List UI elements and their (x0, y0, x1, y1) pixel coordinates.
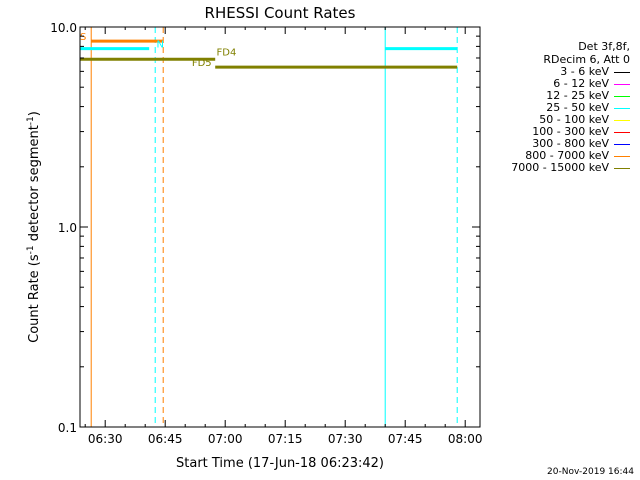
y-axis-label: Count Rate (s-1 detector segment-1) (26, 111, 42, 343)
x-tick-label: 06:45 (148, 432, 183, 446)
legend-entry: 300 - 800 keV (480, 138, 630, 150)
legend-entry: 50 - 100 keV (480, 114, 630, 126)
y-tick-label: 10.0 (50, 21, 77, 35)
legend-entry: 3 - 6 keV (480, 66, 630, 78)
x-tick-label: 06:30 (88, 432, 123, 446)
footer-date: 20-Nov-2019 16:44 (547, 467, 634, 477)
y-label-sup2: -1 (26, 116, 36, 125)
legend-swatch (614, 95, 630, 97)
legend-entry-label: 50 - 100 keV (539, 113, 609, 126)
legend-swatch (614, 107, 630, 109)
legend-list: 3 - 6 keV 6 - 12 keV 12 - 25 keV 25 - 50 ke… (480, 66, 630, 174)
chart-title: RHESSI Count Rates (205, 4, 356, 22)
legend: Det 3f,8f, RDecim 6, Att 0 3 - 6 keV 6 - 1… (480, 40, 630, 174)
legend-entry: 6 - 12 keV (480, 78, 630, 90)
y-label-end: ) (27, 111, 42, 116)
x-tick-label: 07:15 (268, 432, 303, 446)
legend-header: Det 3f,8f, RDecim 6, Att 0 (480, 40, 630, 66)
legend-entry: 800 - 7000 keV (480, 150, 630, 162)
x-tick-label: 07:30 (328, 432, 363, 446)
y-label-mid: detector segment (27, 125, 42, 245)
legend-entry: 12 - 25 keV (480, 90, 630, 102)
legend-entry-label: 100 - 300 keV (532, 125, 609, 138)
legend-swatch (614, 83, 630, 85)
y-tick-label: 1.0 (58, 221, 77, 235)
annotation-label: FD5 (192, 58, 212, 69)
legend-swatch (614, 71, 630, 73)
legend-entry-label: 12 - 25 keV (546, 89, 609, 102)
plot-area: S N FD4 FD5 (79, 27, 458, 427)
legend-header-line: RDecim 6, Att 0 (543, 53, 630, 66)
x-axis-label: Start Time (17-Jun-18 06:23:42) (176, 456, 384, 471)
legend-swatch (614, 119, 630, 121)
legend-entry: 7000 - 15000 keV (480, 162, 630, 174)
legend-swatch (614, 131, 630, 133)
legend-entry: 25 - 50 keV (480, 102, 630, 114)
legend-entry-label: 6 - 12 keV (553, 77, 609, 90)
legend-header-line: Det 3f,8f, (578, 40, 630, 53)
y-tick-label: 0.1 (58, 421, 77, 435)
x-tick-label: 07:00 (208, 432, 243, 446)
x-tick-label: 08:00 (448, 432, 483, 446)
y-label-sup1: -1 (26, 245, 36, 254)
legend-entry-label: 800 - 7000 keV (525, 149, 609, 162)
legend-entry-label: 7000 - 15000 keV (511, 161, 609, 174)
axes: 06:30 06:45 07:00 07:15 07:30 07:45 08:00 0.1 1.… (50, 21, 482, 446)
legend-entry: 100 - 300 keV (480, 126, 630, 138)
legend-swatch (614, 167, 630, 169)
x-tick-label: 07:45 (388, 432, 423, 446)
legend-swatch (614, 155, 630, 157)
annotation-label: FD4 (217, 48, 237, 59)
annotation-label: S (80, 32, 86, 43)
legend-swatch (614, 143, 630, 145)
legend-entry-label: 25 - 50 keV (546, 101, 609, 114)
legend-entry-label: 300 - 800 keV (532, 137, 609, 150)
legend-entry-label: 3 - 6 keV (560, 65, 609, 78)
plot-frame (79, 26, 481, 428)
y-label-main: Count Rate (s (27, 254, 42, 343)
annotation-label: N (157, 40, 164, 51)
